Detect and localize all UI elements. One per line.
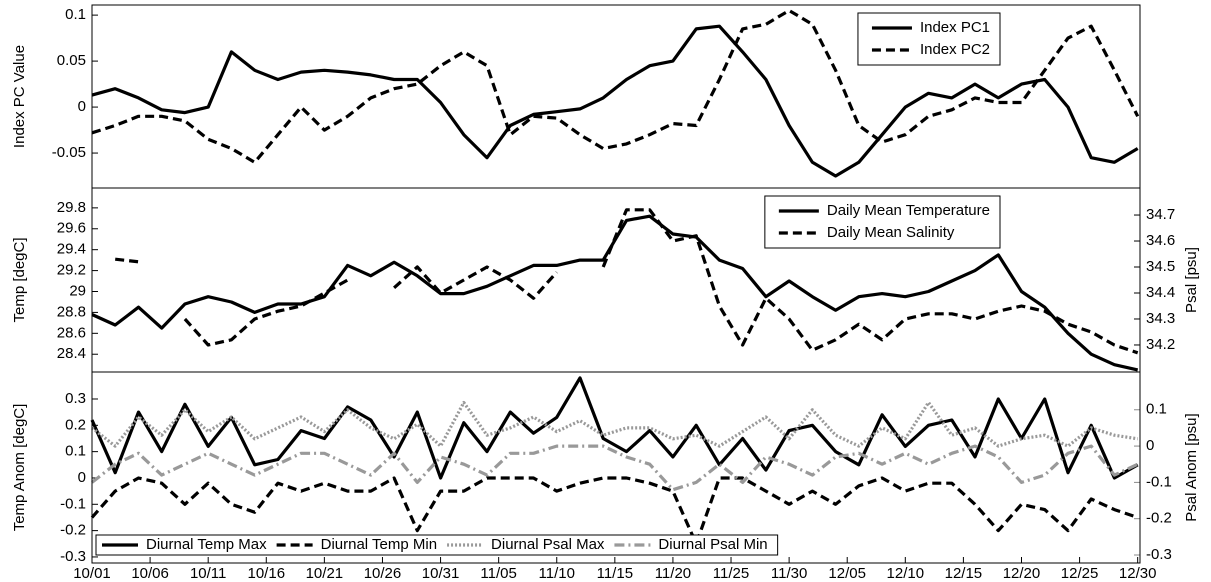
y-axis-label: Temp [degC] (11, 237, 28, 322)
legend-label: Diurnal Psal Min (658, 536, 767, 553)
legend: Daily Mean Temperature Daily Mean Salinit… (764, 195, 1001, 249)
legend-label: Index PC2 (920, 41, 990, 58)
legend-box (764, 195, 1001, 249)
x-tick-label: 12/25 (1061, 565, 1099, 582)
legend: Diurnal Temp Max Diurnal Temp Min Diurnal … (95, 534, 779, 556)
x-tick-label: 10/16 (248, 565, 286, 582)
y-tick-label: 0.1 (65, 443, 86, 460)
x-tick-label: 10/11 (190, 565, 226, 582)
x-tick-label: 11/25 (713, 565, 749, 582)
x-tick-label: 10/01 (73, 565, 111, 582)
y-tick-label: -0.05 (52, 144, 86, 161)
y2-axis-label: Psal Anom [psu] (1183, 413, 1200, 521)
x-tick-label: 11/10 (539, 565, 575, 582)
legend-label: Daily Mean Temperature (827, 202, 990, 219)
y2-tick-label: 34.4 (1146, 284, 1175, 301)
x-tick-label: 12/30 (1119, 565, 1157, 582)
y-axis-label: Index PC Value (11, 45, 28, 148)
y2-tick-label: 34.6 (1146, 232, 1175, 249)
y-tick-label: 29.2 (57, 262, 86, 279)
legend-box (95, 534, 779, 556)
series-line (90, 476, 1139, 546)
series-line (91, 444, 1139, 492)
y-tick-label: -0.2 (60, 522, 86, 539)
series-line (91, 8, 1140, 164)
y-tick-label: -0.3 (60, 548, 86, 565)
x-tick-label: 10/21 (306, 565, 344, 582)
y-tick-label: 29.6 (57, 220, 86, 237)
y2-tick-label: 34.7 (1146, 206, 1175, 223)
y2-tick-label: 34.3 (1146, 310, 1175, 327)
y-tick-label: 29 (69, 282, 86, 299)
y-tick-label: 0 (78, 469, 86, 486)
legend-label: Diurnal Psal Max (491, 536, 605, 553)
y-tick-label: 0.3 (65, 390, 86, 407)
plot-frame (91, 371, 1141, 564)
y-tick-label: 29.4 (57, 241, 86, 258)
y-tick-label: -0.1 (60, 495, 86, 512)
y2-tick-label: -0.1 (1146, 473, 1172, 490)
y2-tick-label: 34.2 (1146, 336, 1175, 353)
x-tick-label: 12/10 (887, 565, 925, 582)
x-tick-label: 11/30 (771, 565, 807, 582)
y2-tick-label: 34.5 (1146, 258, 1175, 275)
x-tick-label: 10/31 (422, 565, 460, 582)
legend-box (857, 12, 1001, 66)
y-tick-label: 0.1 (65, 6, 86, 23)
y-axis-label: Temp Anom [degC] (11, 404, 28, 532)
y2-tick-label: -0.3 (1146, 546, 1172, 563)
x-tick-label: 10/06 (131, 565, 169, 582)
y-tick-label: 28.6 (57, 324, 86, 341)
y2-tick-label: 0.1 (1146, 401, 1167, 418)
x-tick-label: 11/15 (597, 565, 633, 582)
legend-label: Index PC1 (920, 19, 990, 36)
y-tick-label: 0 (78, 98, 86, 115)
legend-label: Daily Mean Salinity (827, 224, 955, 241)
x-tick-label: 11/20 (655, 565, 691, 582)
y-tick-label: 28.8 (57, 303, 86, 320)
series-line (90, 376, 1139, 480)
x-tick-label: 11/05 (480, 565, 516, 582)
x-tick-label: 10/26 (364, 565, 402, 582)
y-tick-label: 0.2 (65, 416, 86, 433)
y2-tick-label: -0.2 (1146, 510, 1172, 527)
legend-label: Diurnal Temp Min (321, 536, 437, 553)
legend-label: Diurnal Temp Max (146, 536, 267, 553)
series-line (91, 24, 1139, 178)
y-tick-label: 0.05 (57, 52, 86, 69)
x-tick-label: 12/15 (945, 565, 983, 582)
y-tick-label: 28.4 (57, 345, 86, 362)
x-tick-label: 12/05 (828, 565, 866, 582)
legend: Index PC1 Index PC2 (857, 12, 1001, 66)
y-tick-label: 29.8 (57, 199, 86, 216)
x-tick-label: 12/20 (1003, 565, 1041, 582)
y2-tick-label: 0 (1146, 437, 1154, 454)
series-line (115, 208, 1139, 355)
y2-axis-label: Psal [psu] (1183, 247, 1200, 313)
